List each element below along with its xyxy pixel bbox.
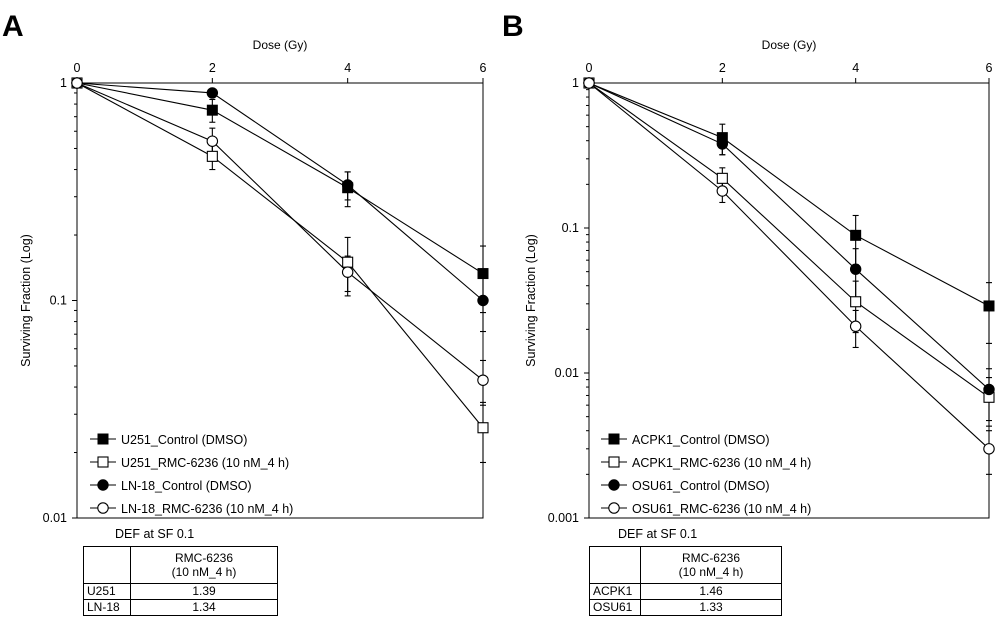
panel-b-y-axis-title: Surviving Fraction (Log) (524, 234, 538, 367)
panel-a-series-3-point (341, 266, 354, 278)
panel-a-legend-marker (97, 433, 109, 445)
panel-a-legend-label: U251_Control (DMSO) (121, 433, 247, 447)
panel-a-y-axis-title: Surviving Fraction (Log) (19, 234, 33, 367)
panel-a-series-3-point (477, 374, 489, 386)
def-table-a-row-label: LN-18 (83, 599, 131, 616)
def-table-b-row-label: ACPK1 (589, 583, 641, 600)
panel-b-series-2-point (849, 263, 862, 275)
def-table-a-row-label: U251 (83, 583, 131, 600)
panel-a-series-3-point (71, 77, 83, 89)
panel-b-series-3-point (983, 443, 995, 455)
def-table-a-header: RMC-6236 (10 nM_4 h) (130, 546, 278, 584)
panel-a-series-0-point (477, 268, 489, 280)
def-table-b-row-label: OSU61 (589, 599, 641, 616)
panel-a-series-2-point (206, 87, 219, 99)
panel-b-series-1-point (850, 296, 862, 308)
panel-b-legend-marker (608, 456, 620, 468)
panel-b-legend-marker (608, 433, 620, 445)
panel-b-legend-label: OSU61_Control (DMSO) (632, 479, 770, 493)
def-table-a-header-line1: RMC-6236 (174, 551, 234, 565)
panel-b-legend-label: ACPK1_Control (DMSO) (632, 433, 770, 447)
panel-b-series-3-point (583, 77, 595, 89)
def-table-b-header-line1: RMC-6236 (681, 551, 741, 565)
def-table-b-header: RMC-6236 (10 nM_4 h) (640, 546, 782, 584)
def-caption-a: DEF at SF 0.1 (115, 527, 195, 541)
panel-b-x-axis-title: Dose (Gy) (762, 38, 817, 52)
def-table-b-row-value: 1.46 (640, 583, 782, 600)
panel-b-series-0-point (850, 229, 862, 241)
panel-a-y-tick-label: 1 (60, 76, 67, 90)
panel-a-series-2-line (76, 82, 484, 301)
panel-b-legend-label: ACPK1_RMC-6236 (10 nM_4 h) (632, 456, 811, 470)
panel-b-plot-frame (588, 82, 990, 519)
panel-a-legend-label: LN-18_RMC-6236 (10 nM_4 h) (121, 502, 293, 516)
panel-b-series-3-point (849, 320, 862, 333)
panel-b-y-tick-label: 0.01 (555, 366, 579, 380)
panel-a-legend-label: U251_RMC-6236 (10 nM_4 h) (121, 456, 289, 470)
panel-b-x-tick-label: 2 (719, 61, 726, 75)
panel-b-series-3-point (716, 185, 729, 197)
panel-a-series-0-line (76, 82, 484, 275)
def-table-b-corner (589, 546, 641, 584)
panel-a-y-tick-label: 0.01 (43, 511, 67, 525)
panel-b-series-2-line (588, 82, 990, 390)
panel-b-series-0-point (983, 300, 995, 312)
def-table-a-corner (83, 546, 131, 584)
panel-a-legend-marker (97, 456, 109, 468)
panel-b-series-2-point (716, 138, 729, 150)
panel-b-x-tick-label: 0 (586, 61, 593, 75)
def-table-b-header-line2: (10 nM_4 h) (678, 565, 744, 579)
panel-b-legend-marker (608, 479, 620, 491)
panel-b-series-3-line (588, 82, 990, 450)
panel-b-series-1-point (716, 172, 728, 184)
panel-b-x-tick-label: 4 (852, 61, 859, 75)
panel-b-letter: B (502, 10, 524, 43)
panel-a-letter: A (2, 10, 24, 43)
panel-a-series-1-point (206, 150, 218, 162)
panel-b-y-tick-label: 1 (572, 76, 579, 90)
panel-a-x-tick-label: 2 (209, 61, 216, 75)
panel-b-y-tick-label: 0.001 (548, 511, 579, 525)
panel-a-legend-label: LN-18_Control (DMSO) (121, 479, 252, 493)
def-table-b: RMC-6236 (10 nM_4 h) ACPK1 1.46 OSU61 1.… (589, 546, 782, 616)
panel-a-x-tick-label: 4 (344, 61, 351, 75)
panel-a-x-tick-label: 6 (480, 61, 487, 75)
panel-b-series-0-line (588, 82, 990, 307)
panel-a-x-axis-title: Dose (Gy) (253, 38, 308, 52)
def-table-b-row-value: 1.33 (640, 599, 782, 616)
panel-a-series-3-line (76, 82, 484, 381)
panel-a-legend-marker (97, 502, 109, 514)
panel-b-series-2-point (983, 383, 995, 396)
def-caption-b: DEF at SF 0.1 (618, 527, 698, 541)
panel-a-series-1-point (342, 256, 354, 268)
def-table-a-row-value: 1.39 (130, 583, 278, 600)
panel-b-y-tick-label: 0.1 (562, 221, 579, 235)
def-table-a-row-value: 1.34 (130, 599, 278, 616)
panel-a-series-1-line (76, 82, 484, 429)
panel-a-series-0-point (206, 104, 218, 116)
def-table-a: RMC-6236 (10 nM_4 h) U251 1.39 LN-18 1.3… (83, 546, 278, 616)
panel-b-legend-marker (608, 502, 620, 514)
panel-b-legend-label: OSU61_RMC-6236 (10 nM_4 h) (632, 502, 811, 516)
panel-a-series-1-point (477, 422, 489, 434)
panel-a-series-2-point (341, 179, 354, 191)
panel-b-series-1-line (588, 82, 990, 398)
panel-a-series-2-point (477, 294, 489, 307)
panel-a-x-tick-label: 0 (74, 61, 81, 75)
panel-b-x-tick-label: 6 (986, 61, 993, 75)
panel-a-legend-marker (97, 479, 109, 491)
panel-a-series-3-point (206, 135, 219, 147)
panel-a-y-tick-label: 0.1 (50, 294, 67, 308)
panel-a-plot-frame (76, 82, 484, 519)
def-table-a-header-line2: (10 nM_4 h) (171, 565, 237, 579)
